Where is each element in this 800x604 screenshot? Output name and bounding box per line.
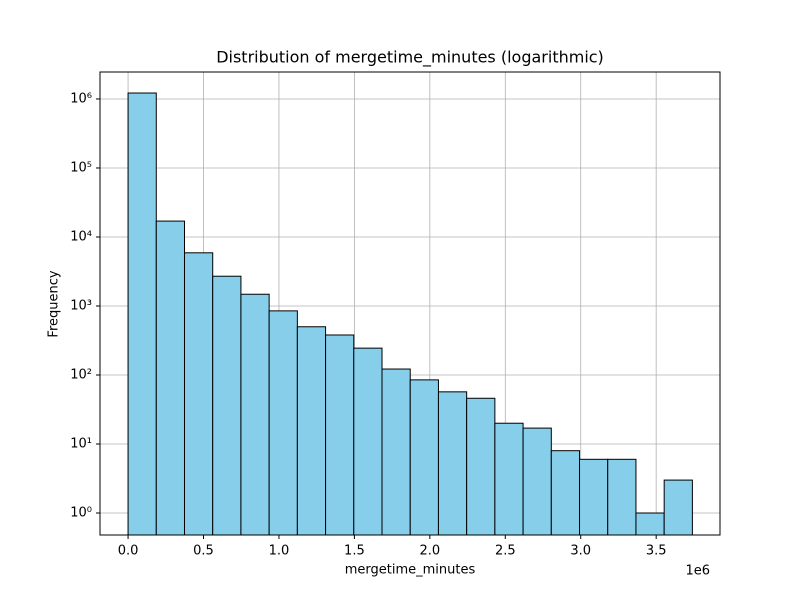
bar: [635, 512, 665, 536]
x-tick-label: 3.5: [646, 544, 667, 559]
bar: [381, 368, 411, 536]
x-tick-label: 1.0: [269, 544, 290, 559]
y-tick-label: 10⁴: [70, 229, 92, 244]
x-offset-label: 1e6: [685, 564, 710, 579]
bar: [127, 92, 157, 536]
y-axis-label: Frequency: [47, 270, 62, 337]
bar: [663, 479, 693, 536]
plot-frame: [99, 71, 721, 536]
y-tick-label: 10¹: [70, 436, 92, 451]
x-axis-label: mergetime_minutes: [345, 563, 476, 578]
bar: [240, 293, 270, 536]
bar: [268, 310, 298, 536]
bar: [522, 427, 552, 536]
bar: [466, 397, 496, 536]
x-tick-label: 1.5: [344, 544, 365, 559]
x-tick-label: 2.5: [495, 544, 516, 559]
y-tick-label: 10³: [70, 298, 92, 313]
bar: [296, 326, 327, 536]
x-tick-label: 2.0: [419, 544, 440, 559]
bar: [212, 275, 242, 536]
bar: [325, 334, 355, 536]
bar: [437, 391, 468, 536]
bar: [579, 458, 609, 536]
y-tick-label: 10⁵: [70, 160, 92, 175]
chart-title: Distribution of mergetime_minutes (logar…: [216, 48, 604, 68]
bar: [183, 252, 214, 536]
bar: [607, 458, 637, 536]
x-tick-label: 3.0: [570, 544, 591, 559]
bar: [155, 220, 185, 536]
y-tick-label: 10²: [70, 367, 92, 382]
x-tick-label: 0.5: [193, 544, 214, 559]
bar: [494, 422, 524, 536]
bar: [550, 450, 581, 536]
y-tick-label: 10⁰: [70, 506, 92, 521]
bar: [353, 347, 383, 536]
y-tick-label: 10⁶: [70, 91, 92, 106]
x-tick-label: 0.0: [118, 544, 139, 559]
bar: [409, 379, 439, 536]
